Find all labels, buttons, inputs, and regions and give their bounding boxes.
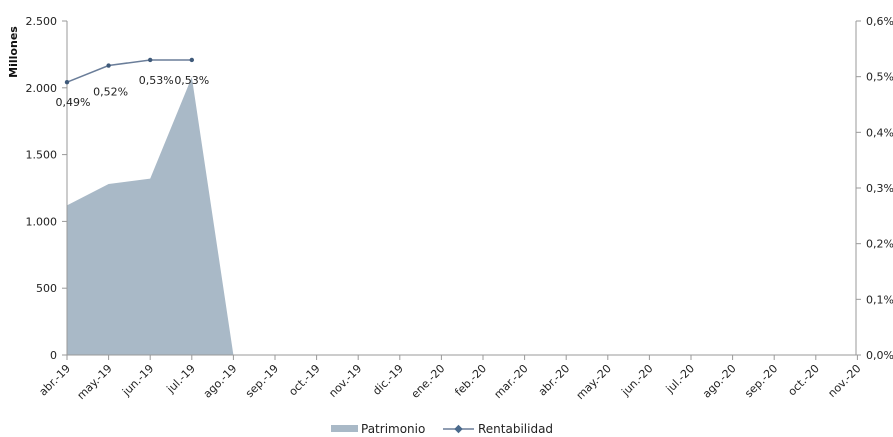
x-tick-label: nov.-19 [326,362,364,400]
line-rentabilidad [66,59,192,83]
x-tick-label: feb.-20 [452,362,489,399]
legend-marker-rentabilidad [454,424,463,434]
x-tick-label: abr.-19 [37,362,74,399]
x-tick-label: jul.-20 [663,362,697,396]
area-layer [67,77,858,355]
x-tick-label: abr.-20 [536,362,573,399]
x-tick-label: jun.-19 [119,362,156,399]
data-label-rentabilidad: 0,52% [93,86,128,99]
data-label-rentabilidad: 0,53% [174,74,209,87]
x-tick-label: oct.-20 [785,362,821,398]
right-tick-label: 0,5% [866,71,893,84]
left-tick-label: 1.500 [26,149,58,162]
x-tick-label: sep.-19 [243,362,281,400]
right-tick-label: 0,6% [866,15,893,28]
left-tick-label: 2.000 [26,82,58,95]
legend-swatch-patrimonio [331,425,358,432]
area-patrimonio [67,77,858,355]
x-tick-label: jul.-19 [164,362,198,396]
x-tick-label: ago.-19 [201,362,240,401]
x-tick-label: ene.-20 [409,362,448,401]
legend: Patrimonio Rentabilidad [331,422,553,436]
y-axis-title: Millones [7,26,20,78]
legend-label-patrimonio: Patrimonio [361,422,425,436]
point-rentabilidad [106,63,111,68]
right-tick-label: 0,1% [866,293,893,306]
x-tick-label: ago.-20 [700,362,739,401]
x-tick-label: nov.-20 [825,362,863,400]
point-rentabilidad [148,57,153,63]
line-layer: 0,49%0,52% 0,53% 0,53% [56,57,209,109]
x-tick-label: oct.-19 [286,362,322,398]
left-tick-label: 1.000 [26,215,58,228]
right-tick-label: 0,2% [866,238,893,251]
x-tick-label: mar.-20 [492,362,531,401]
left-tick-label: 2.500 [26,15,58,28]
x-tick-label: may.-20 [574,362,614,402]
point-rentabilidad [189,57,194,63]
right-tick-label: 0,0% [866,349,893,362]
data-label-rentabilidad: 0,53% [139,74,174,87]
legend-label-rentabilidad: Rentabilidad [478,422,553,436]
x-tick-label: may.-19 [75,362,115,402]
left-tick-label: 500 [36,282,57,295]
left-tick-label: 0 [50,349,57,362]
right-tick-label: 0,4% [866,126,893,139]
x-tick-label: jun.-20 [618,362,655,399]
right-tick-label: 0,3% [866,182,893,195]
data-label-rentabilidad: 0,49% [56,96,91,109]
x-tick-label: sep.-20 [742,362,780,400]
x-tick-label: dic.-19 [370,362,406,398]
point-rentabilidad [64,80,70,85]
